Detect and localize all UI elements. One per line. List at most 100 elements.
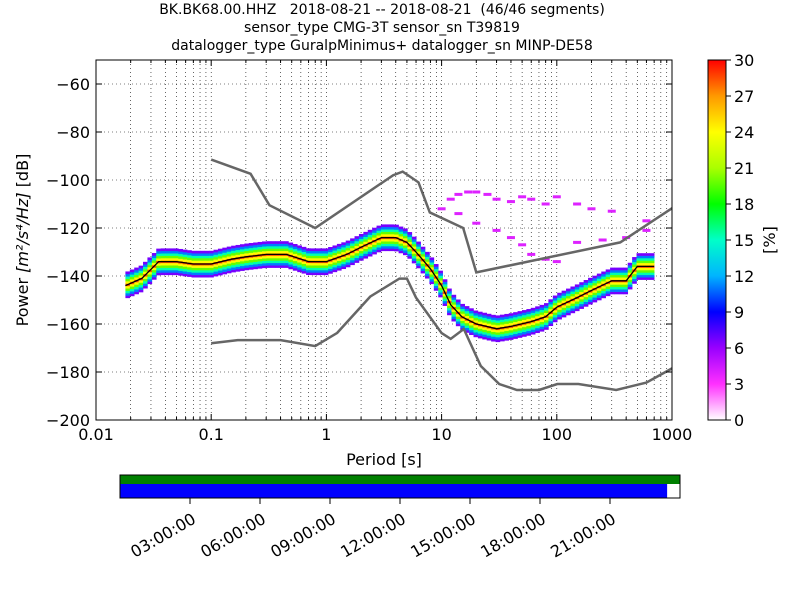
heatmap-cell (610, 272, 615, 276)
heatmap-cell (367, 239, 373, 243)
heatmap-cell (213, 259, 219, 263)
heatmap-cell (579, 301, 584, 305)
heatmap-cell (495, 320, 501, 323)
heatmap-cell (165, 262, 170, 266)
heatmap-cell (262, 260, 267, 264)
heatmap-cell (222, 264, 228, 268)
heatmap-cell (460, 306, 465, 309)
heatmap-cell (513, 326, 518, 330)
heatmap-cell (539, 319, 545, 322)
heatmap-cell (336, 267, 342, 271)
heatmap-cell (579, 296, 584, 300)
y-tick-label: −160 (46, 315, 90, 334)
heatmap-cell (257, 256, 263, 260)
heatmap-cell (486, 328, 492, 331)
heatmap-cell (649, 270, 655, 273)
heatmap-cell (605, 283, 611, 287)
heatmap-cell (323, 253, 329, 256)
heatmap-cell (539, 309, 545, 313)
colorbar-tick-label: 3 (734, 375, 744, 394)
heatmap-cell (429, 279, 435, 282)
heatmap-cell (513, 336, 518, 339)
heatmap-cell (213, 249, 219, 253)
heatmap-cell (464, 313, 470, 317)
heatmap-cell (200, 270, 206, 273)
heatmap-cell (499, 314, 505, 318)
heatmap-cell (195, 265, 201, 268)
heatmap-cell (143, 264, 148, 267)
heatmap-cell (429, 264, 435, 268)
heatmap-cell (380, 234, 386, 237)
heatmap-cell (530, 310, 536, 313)
heatmap-cell (389, 241, 395, 244)
gap-free-track (120, 475, 680, 484)
heatmap-cell (213, 264, 219, 267)
heatmap-cell (442, 281, 448, 285)
heatmap-cell (319, 265, 324, 268)
heatmap-cell (420, 246, 426, 250)
heatmap-cell (473, 334, 479, 338)
heatmap-cell (473, 312, 479, 316)
heatmap-cell (358, 233, 364, 237)
heatmap-cell (407, 241, 413, 245)
heatmap-cell (521, 331, 527, 335)
heatmap-cell (592, 290, 598, 293)
heatmap-cell (491, 317, 496, 320)
heatmap-cell (504, 335, 510, 339)
heatmap-cell (143, 283, 148, 287)
heatmap-cell (403, 238, 408, 241)
heatmap-cell (561, 305, 567, 308)
heatmap-cell (574, 291, 580, 295)
heatmap-cell (306, 255, 311, 259)
y-tick-label: −200 (46, 411, 90, 430)
heatmap-cell (592, 297, 598, 300)
heatmap-cell (411, 255, 417, 259)
heatmap-cell (143, 271, 148, 275)
heatmap-cell (266, 241, 272, 244)
heatmap-cell (222, 254, 228, 258)
heatmap-cell (275, 255, 280, 259)
heatmap-cell (182, 254, 188, 258)
heatmap-cell (284, 262, 289, 266)
heatmap-cell (191, 267, 197, 271)
heatmap-cell (266, 243, 272, 247)
heatmap-cell (623, 291, 629, 295)
heatmap-cell (561, 312, 567, 315)
heatmap-cell (350, 247, 355, 251)
heatmap-cell (460, 308, 465, 312)
heatmap-cell (495, 329, 501, 333)
heatmap-cell (486, 323, 492, 327)
heatmap-cell (253, 252, 258, 255)
heatmap-cell (244, 265, 250, 268)
heatmap-cell (561, 293, 567, 296)
heatmap-cell (521, 334, 527, 337)
heatmap-cell (583, 296, 589, 300)
heatmap-cell (614, 272, 620, 276)
heatmap-cell (367, 232, 373, 235)
heatmap-cell (380, 226, 386, 230)
heatmap-cell (583, 304, 589, 307)
heatmap-cell (191, 250, 197, 254)
heatmap-cell (583, 287, 589, 290)
time-tick-label: 09:00:00 (267, 509, 339, 561)
heatmap-cell (623, 284, 629, 288)
heatmap-cell (451, 316, 457, 320)
heatmap-cell (332, 262, 338, 265)
heatmap-cell (491, 331, 496, 335)
heatmap-cell (328, 249, 333, 253)
heatmap-cell (477, 330, 483, 334)
heatmap-cell (570, 300, 576, 304)
heatmap-cell (239, 258, 245, 262)
heatmap-cell (610, 291, 615, 295)
heatmap-sparse-cell (437, 207, 446, 211)
heatmap-cell (380, 238, 386, 242)
heatmap-cell (143, 278, 148, 282)
heatmap-cell (160, 253, 166, 256)
heatmap-cell (288, 266, 294, 270)
heatmap-cell (469, 315, 474, 319)
heatmap-cell (398, 233, 404, 237)
heatmap-cell (328, 256, 333, 260)
heatmap-cell (588, 301, 593, 305)
heatmap-cell (354, 245, 360, 249)
